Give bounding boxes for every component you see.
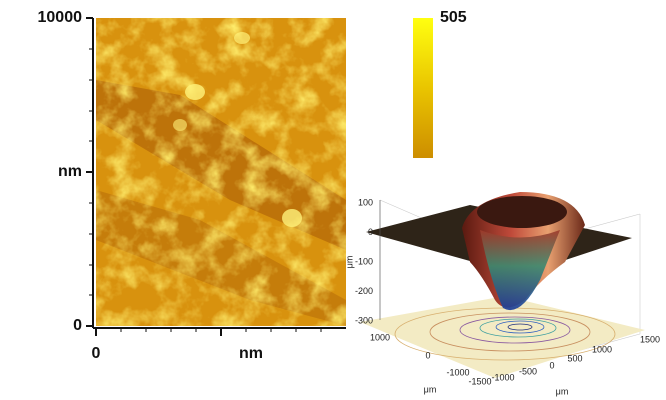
colorbar [413,18,433,160]
x-tick-label: 1500 [640,334,660,344]
x-tick-label: 500 [567,353,582,363]
inset-3d-plot [346,158,666,400]
x-axis-label: nm [239,345,263,362]
x-tick-label: 0 [549,360,554,370]
x-tick-label: -1500 [468,376,491,386]
y-min-label: 0 [73,317,82,334]
figure: 10000 nm 0 0 nm 505 1000-100-200-300μm10… [0,0,666,400]
y-tick-label: 0 [425,350,430,360]
x-tick-label: -500 [519,366,537,376]
colorbar-max-label: 505 [440,9,467,26]
x-axis-label: μm [556,386,569,396]
z-tick-label: 0 [368,227,373,237]
z-axis-label: μm [344,256,354,269]
x-min-label: 0 [92,345,101,362]
x-tick-label: -1000 [491,372,514,382]
x-tick-label: 1000 [592,344,612,354]
y-axis-label: nm [58,163,82,180]
afm-image [96,18,346,326]
y-axis-label: μm [424,384,437,394]
z-tick-label: -200 [355,286,373,296]
z-tick-label: 100 [358,197,373,207]
y-tick-label: 1000 [370,332,390,342]
z-tick-label: -300 [355,315,373,325]
y-tick-label: -1000 [446,367,469,377]
z-tick-label: -100 [355,256,373,266]
y-max-label: 10000 [38,9,83,26]
